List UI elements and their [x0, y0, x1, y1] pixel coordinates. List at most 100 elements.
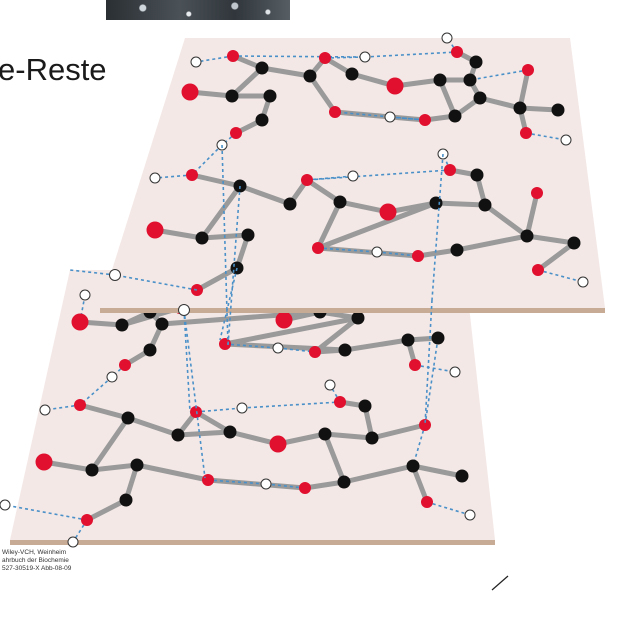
upper-sheet-edge [100, 308, 605, 313]
covalent-bond [304, 177, 343, 205]
carbon-atom [263, 89, 277, 103]
hydrogen-bond [207, 479, 267, 485]
oxygen-atom [81, 514, 93, 526]
covalent-bond [410, 463, 465, 479]
carbon-atom [225, 89, 239, 103]
oxygen-atom [219, 338, 231, 350]
oxygen-atom [451, 46, 463, 58]
covalent-bond [315, 199, 343, 251]
hydrogen-atom [359, 51, 371, 63]
covalent-bond [369, 422, 428, 441]
inter-sheet-hydrogen-bond [227, 185, 241, 346]
hydrogen-atom [260, 478, 272, 490]
covalent-bond [433, 200, 488, 208]
hydrogen-atom [560, 134, 572, 146]
carbon-atom [351, 311, 365, 325]
hydrogen-bond [376, 251, 419, 257]
image-credit: Wiley-VCH, Weinheim ahrbuch der Biochemi… [2, 549, 71, 573]
hydrogen-atom [464, 509, 476, 521]
covalent-bond [454, 233, 530, 253]
covalent-bond [199, 183, 243, 241]
inter-sheet-hydrogen-bond [69, 269, 116, 276]
oxygen-atom [522, 64, 534, 76]
carbon-atom [463, 73, 477, 87]
covalent-bond [307, 73, 338, 115]
carbon-atom [303, 69, 317, 83]
carbon-atom [431, 331, 445, 345]
covalent-bond [89, 415, 131, 473]
carbon-atom [470, 168, 484, 182]
covalent-bond [222, 315, 361, 347]
carbon-atom [195, 231, 209, 245]
carbon-atom [551, 103, 565, 117]
hydrogen-bond [241, 401, 341, 409]
covalent-bond [302, 479, 347, 491]
hydrogen-bond [424, 337, 439, 426]
hydrogen-bond [414, 364, 456, 373]
hydrogen-atom [79, 289, 91, 301]
oxygen-atom [386, 77, 404, 95]
covalent-bond [322, 431, 347, 485]
oxygen-atom [71, 313, 89, 331]
oxygen-atom [181, 83, 199, 101]
carbon-atom [450, 243, 464, 257]
inter-sheet-hydrogen-bond [183, 309, 206, 479]
hydrogen-atom [190, 56, 202, 68]
carbon-atom [358, 399, 372, 413]
oxygen-atom [520, 127, 532, 139]
hydrogen-atom [67, 536, 79, 548]
hydrogen-atom [39, 404, 51, 416]
covalent-bond [84, 497, 129, 523]
oxygen-atom [74, 399, 86, 411]
inter-sheet-hydrogen-bond [431, 153, 444, 301]
hydrogen-atom [371, 246, 383, 258]
hydrogen-atom [0, 499, 11, 511]
carbon-atom [255, 61, 269, 75]
covalent-bond [237, 183, 293, 207]
carbon-atom [567, 236, 581, 250]
hydrogen-bond [79, 294, 86, 323]
carbon-atom [448, 109, 462, 123]
oxygen-atom [312, 242, 324, 254]
hydrogen-bond [72, 519, 88, 543]
oxygen-atom [419, 419, 431, 431]
photo-thumbnail [106, 0, 290, 20]
carbon-atom [121, 411, 135, 425]
carbon-atom [365, 431, 379, 445]
carbon-atom [130, 458, 144, 472]
oxygen-atom [531, 187, 543, 199]
carbon-atom [171, 428, 185, 442]
oxygen-atom [309, 346, 321, 358]
hydrogen-bond [412, 424, 426, 467]
carbon-atom [115, 318, 129, 332]
hydrogen-atom [272, 342, 284, 354]
hydrogen-atom [347, 170, 359, 182]
covalent-bond [322, 431, 375, 441]
inter-sheet-hydrogen-bond [183, 309, 191, 413]
carbon-atom [255, 113, 269, 127]
inter-sheet-hydrogen-bond [114, 274, 198, 291]
hydrogen-bond [317, 247, 378, 253]
carbon-atom [473, 91, 487, 105]
oxygen-atom [227, 50, 239, 62]
hydrogen-bond [324, 56, 366, 59]
covalent-bond [312, 315, 361, 355]
lower-sheet-edge [10, 540, 495, 545]
covalent-bond [89, 462, 140, 473]
hydrogen-bond [195, 407, 243, 413]
hydrogen-atom [178, 304, 190, 316]
carbon-atom [241, 228, 255, 242]
carbon-atom [478, 198, 492, 212]
hydrogen-bond [277, 347, 316, 353]
carbon-atom [338, 343, 352, 357]
carbon-atom [155, 317, 169, 331]
hydrogen-bond [525, 132, 567, 141]
covalent-bond [193, 409, 233, 435]
hydrogen-bond [265, 483, 306, 489]
hydrogen-atom [106, 371, 118, 383]
carbon-atom [520, 229, 534, 243]
oxygen-atom [186, 169, 198, 181]
covalent-bond [342, 337, 411, 353]
covalent-bond [315, 200, 439, 251]
